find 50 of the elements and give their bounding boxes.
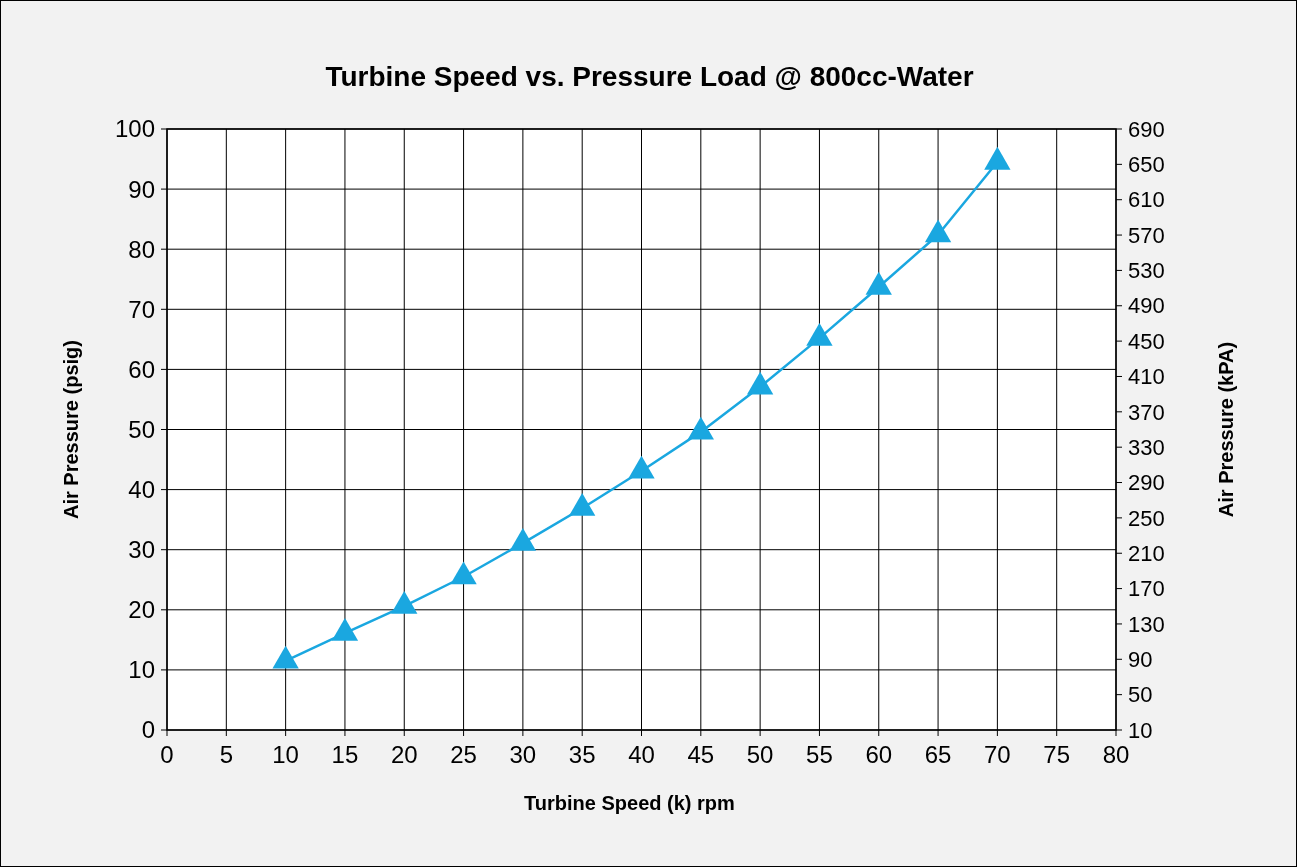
x-tick-label: 65 [924,741,952,768]
y2-tick-label: 370 [1128,399,1165,425]
x-tick-label: 60 [865,741,893,768]
y2-tick-label: 210 [1128,540,1165,566]
y2-tick-label: 90 [1128,646,1153,672]
y-tick-label: 30 [128,536,155,564]
y2-tick-label: 650 [1128,152,1165,178]
y2-tick-label: 690 [1128,116,1165,142]
x-tick-label: 30 [509,741,537,768]
y2-tick-label: 530 [1128,258,1165,284]
chart-title: Turbine Speed vs. Pressure Load @ 800cc-Water [325,61,974,92]
x-tick-label: 45 [687,741,715,768]
x-tick-label: 80 [1102,741,1130,768]
y-tick-label: 70 [128,295,155,323]
y2-axis-title: Air Pressure (kPA) [1215,341,1237,518]
x-tick-label: 10 [272,741,299,768]
x-tick-label: 5 [219,741,233,768]
y-tick-label: 10 [128,656,155,684]
x-tick-label: 35 [568,741,596,768]
y2-tick-label: 50 [1128,682,1153,708]
y2-tick-label: 410 [1128,364,1165,390]
y-tick-label: 0 [141,716,155,744]
y2-tick-label: 130 [1128,611,1165,637]
y-tick-label: 60 [128,355,155,383]
y2-tick-label: 490 [1128,293,1165,319]
x-tick-label: 0 [160,741,174,768]
x-tick-label: 75 [1043,741,1071,768]
y2-tick-label: 290 [1128,470,1165,496]
y2-tick-label: 170 [1128,576,1165,602]
y-tick-label: 50 [128,415,155,443]
y2-tick-label: 330 [1128,434,1165,460]
x-tick-label: 25 [450,741,477,768]
x-tick-label: 70 [984,741,1011,768]
y-tick-label: 20 [128,596,155,624]
x-tick-label: 50 [746,741,774,768]
y2-tick-label: 610 [1128,187,1165,213]
y-tick-label: 80 [128,235,155,263]
y-axis-title: Air Pressure (psig) [60,340,82,519]
y2-tick-label: 570 [1128,222,1165,248]
x-tick-label: 20 [390,741,418,768]
x-axis-title: Turbine Speed (k) rpm [524,792,735,814]
y-tick-label: 40 [128,476,155,503]
y2-tick-label: 450 [1128,328,1165,354]
y2-tick-label: 10 [1128,717,1153,743]
y-tick-label: 90 [128,175,155,203]
y2-tick-label: 250 [1128,505,1165,531]
x-tick-label: 15 [331,741,359,768]
y-tick-label: 100 [114,115,155,143]
x-tick-label: 55 [806,741,833,768]
x-tick-label: 40 [628,741,655,768]
